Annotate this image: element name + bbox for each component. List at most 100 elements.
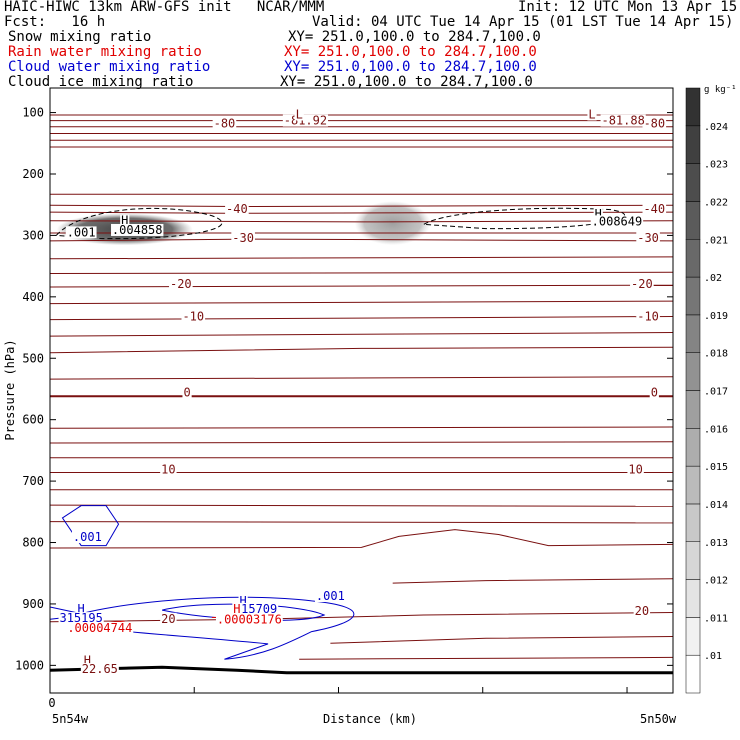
temperature-label-12: -10 [182, 310, 204, 324]
temperature-contours [49, 114, 674, 675]
y-tick-label-700: 700 [22, 474, 44, 488]
colorbar-segment-13 [685, 163, 701, 202]
colorbar-segment-12 [685, 201, 701, 240]
snow-label-bg-2 [65, 226, 97, 239]
temperature-label-15: 0 [651, 386, 658, 400]
cloud-water-contour-lower [61, 596, 355, 660]
snow-contour-west [55, 207, 223, 240]
cloud-water-label-2: 315195 [59, 611, 102, 625]
cloud-water-label-bg-1 [76, 602, 86, 615]
rain-label-bg-2 [215, 613, 283, 626]
colorbar-label-14: .024 [704, 122, 728, 133]
temperature-contour-20 [49, 426, 674, 429]
temperature-label-13: -10 [637, 310, 659, 324]
temperature-label-bg-11 [630, 278, 654, 291]
colorbar-segment-1 [685, 617, 701, 656]
temperature-label-bg-13 [636, 310, 660, 323]
field-name-rain: Rain water mixing ratio [8, 44, 202, 60]
field-xy-snow: XY= 251.0,100.0 to 284.7,100.0 [288, 29, 541, 45]
temperature-label-17: 10 [628, 462, 642, 476]
temperature-label-0: -80 [214, 117, 236, 131]
y-tick-label-500: 500 [22, 351, 44, 365]
title-left: HAIC-HIWC 13km ARW-GFS init NCAR/MMM [4, 0, 325, 15]
field-name-snow: Snow mixing ratio [8, 29, 152, 45]
cloud-water-label-1: H [78, 602, 85, 616]
init-time: Init: 12 UTC Mon 13 Apr 15 [518, 0, 738, 15]
snow-label-2: .001 [67, 225, 96, 239]
snow-label-3: H [595, 207, 602, 221]
colorbar-segment-14 [685, 125, 701, 164]
y-tick-label-1000: 1000 [15, 658, 44, 672]
temperature-contour-29 [49, 612, 674, 623]
temperature-label-bg-21 [80, 663, 119, 676]
colorbar-label-11: .021 [704, 235, 728, 246]
temperature-contour-31 [299, 656, 674, 660]
rain-label-2: .00003176 [217, 612, 282, 626]
cloud-water-contours [49, 505, 355, 660]
colorbar-label-12: .022 [704, 197, 728, 208]
y-tick-label-100: 100 [22, 106, 44, 120]
colorbar-label-8: .018 [704, 349, 728, 360]
x-tick-label-0: 0 [48, 696, 55, 710]
x-end-label-east: 5n50w [640, 712, 677, 726]
temperature-label-21: 22.65 [82, 662, 118, 676]
forecast-hour: Fcst: 16 h [4, 14, 106, 30]
temperature-contour-14 [49, 284, 674, 288]
temperature-label-20: H [84, 654, 91, 668]
cloud-water-label-bg-3 [238, 594, 248, 607]
temperature-label-bg-15 [649, 386, 659, 399]
x-axis-label: Distance (km) [323, 712, 417, 726]
temperature-label-bg-9 [636, 231, 660, 244]
field-name-cloud-ice: Cloud ice mixing ratio [8, 74, 194, 90]
y-tick-label-900: 900 [22, 597, 44, 611]
colorbar: .01 .011 .012 .013 .014 .015 .016 .017 .018 .019.… [685, 85, 737, 694]
temperature-contour-28 [392, 578, 674, 584]
y-tick-label-600: 600 [22, 413, 44, 427]
snow-label-4: .008649 [592, 214, 643, 228]
snow-label-bg-4 [590, 215, 644, 228]
colorbar-segment-8 [685, 352, 701, 391]
cloud-water-label-5: .001 [316, 589, 345, 603]
colorbar-label-13: .023 [704, 160, 728, 171]
colorbar-label-6: .016 [704, 424, 728, 435]
colorbar-segment-7 [685, 390, 701, 429]
field-xy-cloud-ice: XY= 251.0,100.0 to 284.7,100.0 [280, 74, 533, 90]
snow-contours [55, 207, 625, 240]
cloud-water-label-0: .001 [73, 530, 102, 544]
colorbar-segment-5 [685, 465, 701, 505]
field-name-cloud-water: Cloud water mixing ratio [8, 59, 211, 75]
temperature-label-bg-4 [294, 108, 304, 121]
field-xy-rain: XY= 251.0,100.0 to 284.7,100.0 [284, 44, 537, 60]
colorbar-label-7: .017 [704, 387, 728, 398]
cloud-water-label-bg-4 [232, 602, 279, 615]
cloud-water-label-bg-0 [71, 531, 103, 544]
cloud-water-label-bg-5 [314, 590, 346, 603]
valid-time: Valid: 04 UTC Tue 14 Apr 15 (01 LST Tue … [312, 14, 734, 30]
temperature-label-2: -81.92 [284, 114, 327, 128]
temperature-label-bg-0 [212, 117, 237, 130]
y-tick-label-300: 300 [22, 228, 44, 242]
temperature-label-19: 20 [161, 612, 175, 626]
temperature-contour-27 [49, 529, 674, 549]
temperature-label-bg-1 [642, 117, 667, 130]
rain-label-bg-1 [232, 602, 242, 615]
temperature-contour-7 [49, 204, 674, 208]
y-tick-label-200: 200 [22, 167, 44, 181]
temperature-label-bg-7 [642, 203, 667, 216]
colorbar-segment-4 [685, 503, 701, 542]
temperature-label-11: -20 [631, 277, 653, 291]
temperature-contour-15 [49, 300, 674, 305]
cloud-water-label-3: H [240, 594, 247, 608]
y-tick-label-800: 800 [22, 536, 44, 550]
temperature-contour-17 [49, 332, 674, 337]
snow-blob-center [354, 201, 431, 246]
colorbar-segment-2 [685, 579, 701, 618]
temperature-label-16: 10 [161, 462, 175, 476]
temperature-label-bg-20 [82, 654, 92, 667]
temperature-label-14: 0 [183, 386, 190, 400]
temperature-label-bg-17 [627, 463, 644, 476]
temperature-label-1: -80 [643, 117, 665, 131]
colorbar-segment-0 [685, 654, 701, 694]
temperature-label-bg-19 [160, 612, 177, 625]
